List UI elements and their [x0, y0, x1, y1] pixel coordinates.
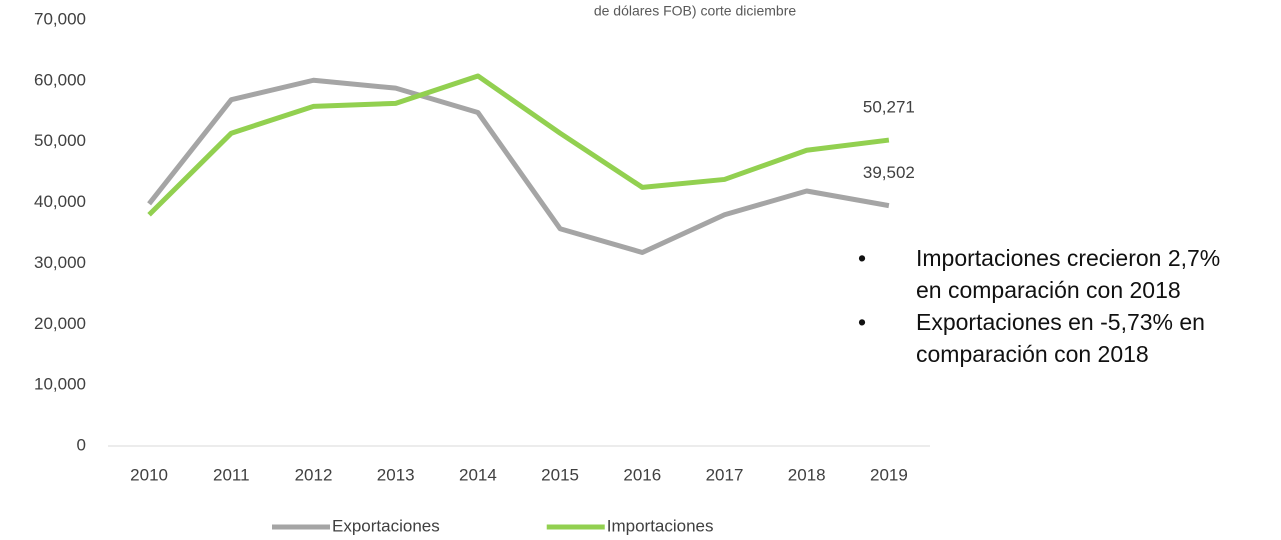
y-tick-label: 20,000 [34, 314, 86, 333]
y-tick-label: 50,000 [34, 131, 86, 150]
x-tick-label: 2010 [130, 465, 168, 484]
y-tick-label: 70,000 [34, 9, 86, 28]
x-tick-label: 2013 [377, 465, 415, 484]
legend-label: Importaciones [607, 516, 714, 535]
y-tick-label: 60,000 [34, 70, 86, 89]
data-label: 39,502 [863, 163, 915, 182]
x-tick-label: 2016 [623, 465, 661, 484]
annotations: Importaciones crecieron 2,7% en comparac… [858, 242, 1238, 370]
x-tick-label: 2019 [870, 465, 908, 484]
y-tick-label: 30,000 [34, 253, 86, 272]
data-label: 50,271 [863, 98, 915, 117]
x-tick-label: 2015 [541, 465, 579, 484]
x-tick-label: 2012 [295, 465, 333, 484]
chart-title: de dólares FOB) corte diciembre [594, 3, 797, 19]
y-tick-label: 0 [77, 435, 86, 454]
annotation: Importaciones crecieron 2,7% en comparac… [858, 242, 1238, 306]
y-tick-label: 10,000 [34, 375, 86, 394]
x-tick-label: 2014 [459, 465, 497, 484]
legend-label: Exportaciones [332, 516, 440, 535]
series-line [147, 73, 890, 217]
series-line [147, 77, 890, 255]
x-tick-label: 2018 [788, 465, 826, 484]
annotation: Exportaciones en -5,73% en comparación c… [858, 306, 1238, 370]
x-tick-label: 2011 [213, 465, 250, 484]
y-tick-label: 40,000 [34, 192, 86, 211]
x-tick-label: 2017 [706, 465, 744, 484]
